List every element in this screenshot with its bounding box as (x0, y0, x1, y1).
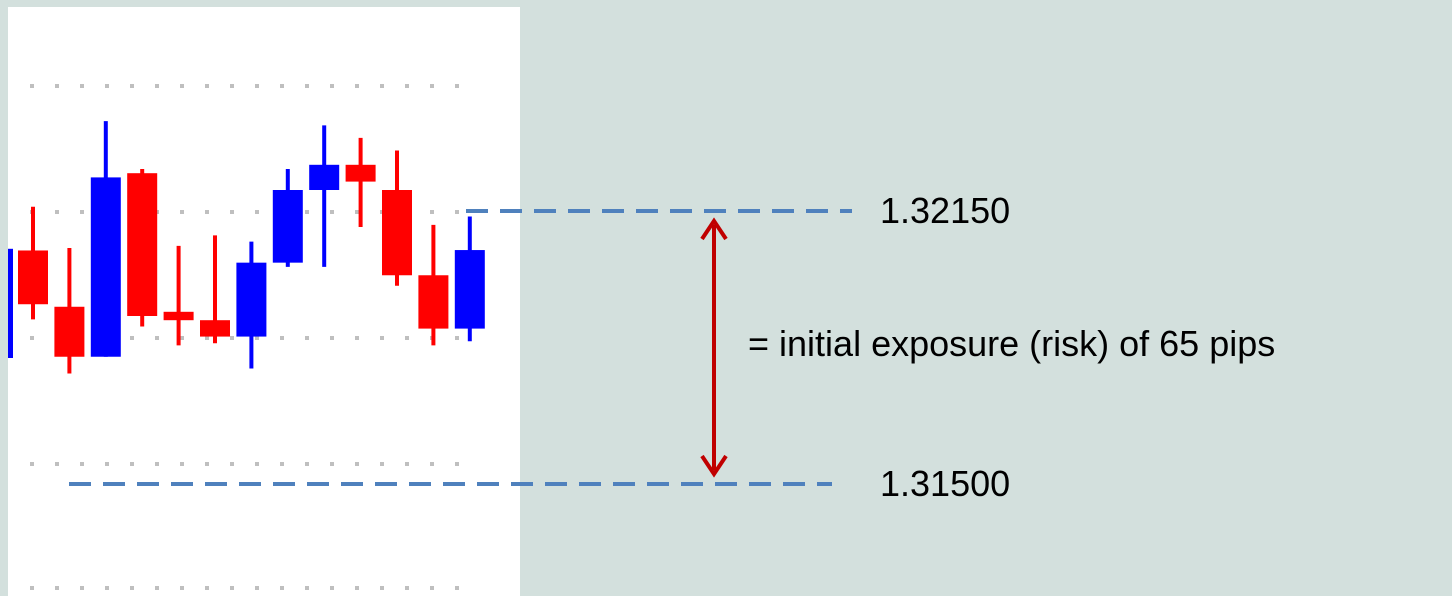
candle-body-9 (309, 164, 340, 190)
candle-body-7 (236, 262, 267, 337)
candle-body-1 (18, 250, 48, 305)
candlestick-series (8, 121, 485, 374)
arrow-head-bottom (700, 454, 728, 478)
candle-body-2 (54, 306, 85, 357)
level-label-1: 1.32150 (880, 190, 1010, 231)
candle-body-8 (272, 190, 303, 263)
risk-annotation: = initial exposure (risk) of 65 pips (748, 323, 1275, 364)
level-label-2: 1.31500 (880, 463, 1010, 504)
candle-body-partial (8, 248, 13, 358)
candle-body-13 (454, 250, 485, 329)
arrow-head-top (700, 217, 728, 241)
risk-range-arrow (700, 217, 728, 478)
candle-body-10 (345, 164, 376, 182)
price-levels: 1.32150 1.31500 (69, 190, 1010, 504)
candle-body-5 (163, 311, 194, 321)
candle-body-4 (127, 173, 158, 316)
candle-body-6 (200, 320, 230, 337)
candle-body-3 (90, 177, 121, 357)
candle-body-12 (418, 275, 449, 329)
candle-body-11 (382, 190, 412, 276)
